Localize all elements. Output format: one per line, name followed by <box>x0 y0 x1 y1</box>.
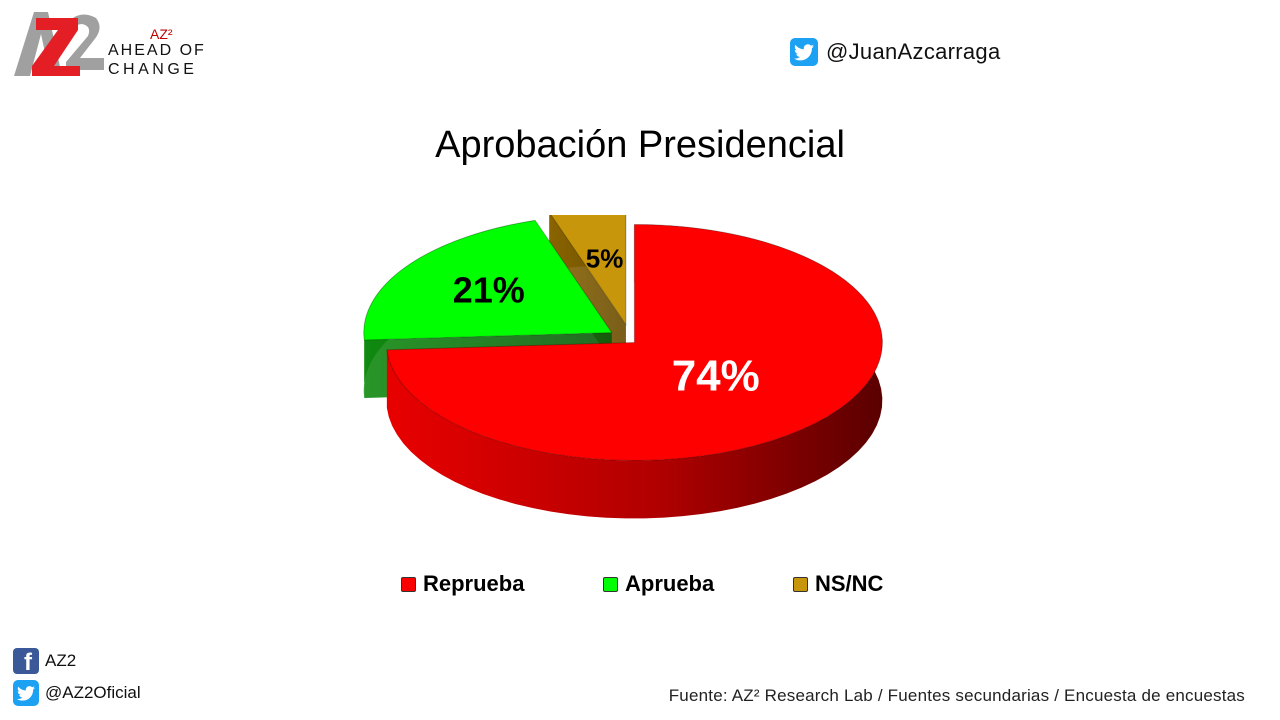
pie-slice-nsnc <box>550 215 627 327</box>
footer-facebook-label: AZ2 <box>45 651 77 670</box>
legend-swatch-reprueba <box>401 576 416 592</box>
pie-chart: 74% 21% 5% <box>363 215 883 519</box>
legend-item-reprueba: Reprueba <box>401 571 524 597</box>
legend-label-aprueba: Aprueba <box>625 571 715 596</box>
logo-superscript-label: AZ² <box>150 26 173 42</box>
pie-slice-reprueba <box>386 223 883 461</box>
header-twitter-handle-text: @JuanAzcarraga <box>826 39 1001 64</box>
source-note: Fuente: AZ² Research Lab / Fuentes secun… <box>668 686 1245 705</box>
chart-title: Aprobación Presidencial <box>435 124 845 166</box>
az2-logo-mark <box>14 12 104 76</box>
legend-label-nsnc: NS/NC <box>815 571 884 596</box>
footer-twitter-label: @AZ2Oficial <box>45 683 141 702</box>
chart-legend: Reprueba Aprueba NS/NC <box>0 571 1280 601</box>
legend-swatch-nsnc <box>793 576 808 592</box>
legend-item-aprueba: Aprueba <box>603 571 714 597</box>
twitter-icon <box>13 680 39 706</box>
twitter-icon <box>790 38 818 66</box>
data-label-reprueba: 74% <box>672 351 760 400</box>
header-twitter-handle[interactable]: @JuanAzcarraga <box>790 36 1001 68</box>
data-label-nsnc: 5% <box>586 243 624 273</box>
legend-swatch-aprueba <box>603 576 618 592</box>
logo-tagline-line1: AHEAD OF <box>108 42 206 59</box>
footer-twitter[interactable]: @AZ2Oficial <box>13 680 141 706</box>
legend-item-nsnc: NS/NC <box>793 571 883 597</box>
pie-slice-aprueba <box>363 219 613 341</box>
legend-label-reprueba: Reprueba <box>423 571 525 596</box>
data-label-aprueba: 21% <box>453 269 525 310</box>
az2-logo: AZ² AHEAD OF CHANGE <box>12 10 212 82</box>
facebook-icon: f <box>13 648 39 674</box>
footer-facebook[interactable]: f AZ2 <box>13 648 76 674</box>
logo-tagline-line2: CHANGE <box>108 61 198 78</box>
